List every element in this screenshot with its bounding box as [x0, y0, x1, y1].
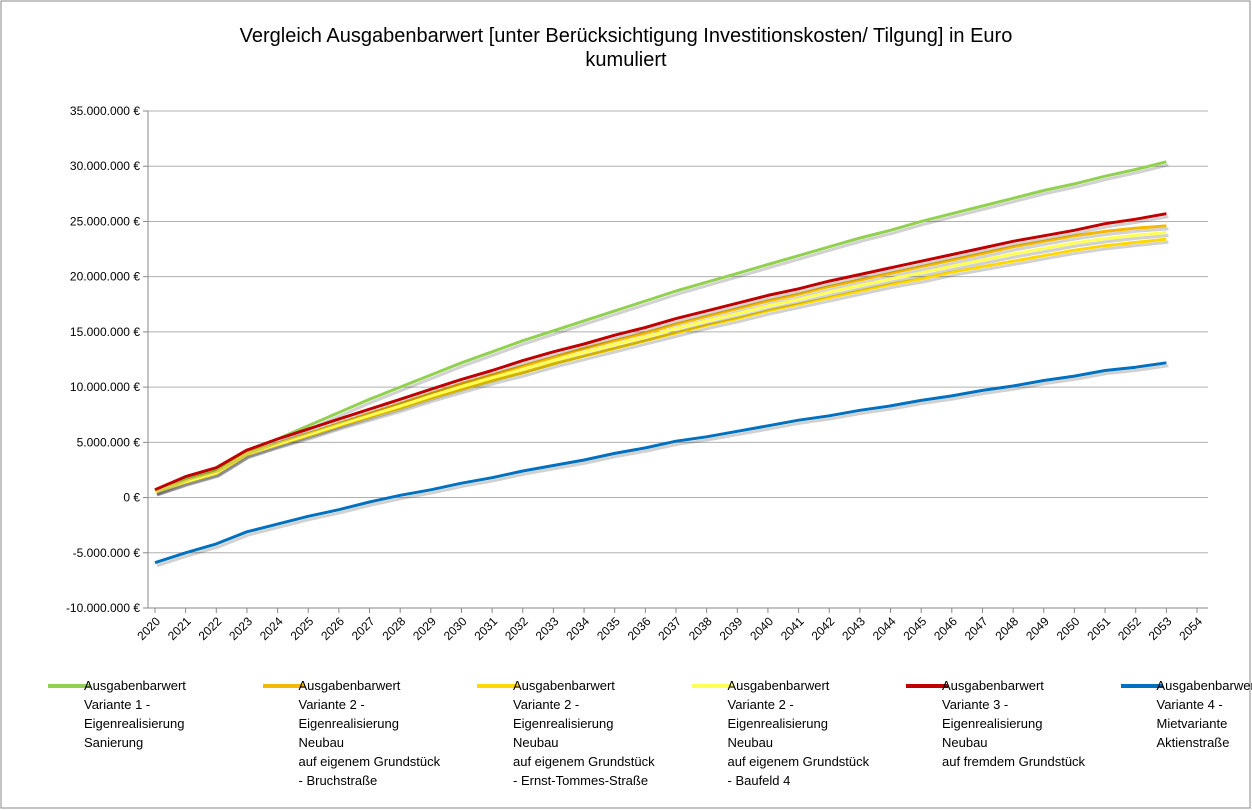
y-tick-label: 25.000.000 €: [70, 214, 140, 228]
x-tick-label: 2026: [318, 614, 347, 643]
x-tick-label: 2037: [655, 614, 684, 643]
x-tick-label: 2029: [410, 614, 439, 643]
x-tick-label: 2050: [1054, 614, 1083, 643]
x-tick-label: 2047: [962, 614, 991, 643]
legend-swatch: [1120, 684, 1163, 688]
legend-swatch: [906, 684, 948, 688]
x-tick-label: 2041: [778, 614, 807, 643]
x-tick-label: 2039: [717, 614, 746, 643]
x-tick-label: 2034: [563, 614, 592, 643]
x-tick-label: 2053: [1146, 614, 1175, 643]
line-shadow: [156, 227, 1169, 497]
series-line: [154, 231, 1167, 494]
series-line: [154, 212, 1167, 492]
x-tick-label: 2040: [747, 614, 776, 643]
legend-label: Ausgabenbarwert Variante 2 - Eigenrealis…: [727, 678, 870, 788]
line-shadow: [156, 364, 1169, 568]
legend-swatch: [691, 684, 734, 688]
x-tick-label: 2023: [226, 614, 255, 643]
x-tick-label: 2046: [931, 614, 960, 643]
chart-title: Vergleich Ausgabenbarwert [unter Berücks…: [239, 25, 1013, 71]
y-tick-label: 5.000.000 €: [77, 435, 141, 449]
y-tick-label: 0 €: [123, 491, 140, 505]
x-tick-label: 2042: [809, 614, 838, 643]
x-tick-label: 2032: [502, 614, 531, 643]
x-tick-label: 2051: [1084, 614, 1113, 643]
x-tick-label: 2048: [992, 614, 1021, 643]
series-line: [154, 160, 1167, 493]
y-tick-label: 10.000.000 €: [70, 380, 140, 394]
x-tick-label: 2044: [870, 614, 899, 643]
x-tick-label: 2036: [625, 614, 654, 643]
y-tick-label: 35.000.000 €: [70, 104, 140, 118]
legend-label: Ausgabenbarwert Variante 2 - Eigenrealis…: [298, 678, 441, 788]
y-tick-label: 20.000.000 €: [70, 270, 140, 284]
y-tick-label: 15.000.000 €: [70, 325, 140, 339]
line-shadow: [156, 215, 1169, 495]
legend-swatch: [477, 684, 519, 688]
legend-label: Ausgabenbarwert Variante 2 - Eigenrealis…: [513, 678, 655, 788]
x-tick-label: 2049: [1023, 614, 1052, 643]
legend-label: Ausgabenbarwert Variante 3 - Eigenrealis…: [942, 678, 1086, 769]
line-shadow: [156, 234, 1169, 497]
x-tick-label: 2020: [134, 614, 163, 643]
x-tick-label: 2045: [901, 614, 930, 643]
legend-label: Ausgabenbarwert Variante 1 - Eigenrealis…: [84, 678, 186, 750]
legend-swatch: [262, 684, 305, 688]
series-line: [154, 361, 1167, 565]
x-tick-label: 2024: [257, 614, 286, 643]
x-tick-label: 2022: [196, 614, 225, 643]
x-tick-label: 2027: [349, 614, 378, 643]
x-tick-label: 2025: [288, 614, 317, 643]
x-tick-label: 2030: [441, 614, 470, 643]
legend-swatch: [48, 684, 90, 688]
line-shadow: [156, 240, 1169, 497]
x-tick-label: 2031: [471, 614, 500, 643]
y-tick-label: -10.000.000 €: [66, 601, 140, 615]
x-tick-label: 2054: [1176, 614, 1205, 643]
x-tick-label: 2021: [165, 614, 194, 643]
legend-label: Ausgabenbarwert Variante 4 - Mietvariant…: [1156, 678, 1252, 750]
x-tick-label: 2033: [533, 614, 562, 643]
x-tick-label: 2052: [1115, 614, 1144, 643]
y-tick-label: -5.000.000 €: [73, 546, 141, 560]
series-line: [154, 224, 1167, 494]
x-tick-label: 2043: [839, 614, 868, 643]
x-tick-label: 2038: [686, 614, 715, 643]
y-tick-label: 30.000.000 €: [70, 159, 140, 173]
x-tick-label: 2028: [380, 614, 409, 643]
x-tick-label: 2035: [594, 614, 623, 643]
